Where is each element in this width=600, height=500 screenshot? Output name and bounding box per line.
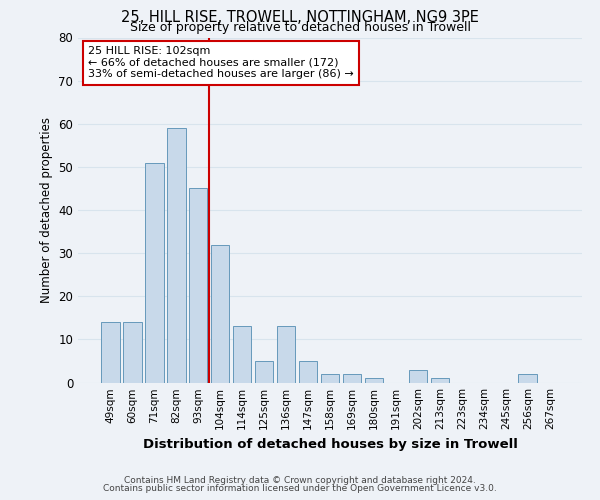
- Bar: [277, 326, 295, 382]
- Bar: [123, 322, 142, 382]
- Bar: [167, 128, 185, 382]
- Bar: [211, 244, 229, 382]
- Bar: [189, 188, 208, 382]
- Bar: [409, 370, 427, 382]
- Bar: [299, 361, 317, 382]
- Bar: [101, 322, 119, 382]
- Text: Contains HM Land Registry data © Crown copyright and database right 2024.: Contains HM Land Registry data © Crown c…: [124, 476, 476, 485]
- Bar: [320, 374, 340, 382]
- Bar: [343, 374, 361, 382]
- Text: Contains public sector information licensed under the Open Government Licence v3: Contains public sector information licen…: [103, 484, 497, 493]
- Text: Size of property relative to detached houses in Trowell: Size of property relative to detached ho…: [130, 21, 470, 34]
- Text: 25 HILL RISE: 102sqm
← 66% of detached houses are smaller (172)
33% of semi-deta: 25 HILL RISE: 102sqm ← 66% of detached h…: [88, 46, 354, 80]
- Text: 25, HILL RISE, TROWELL, NOTTINGHAM, NG9 3PE: 25, HILL RISE, TROWELL, NOTTINGHAM, NG9 …: [121, 10, 479, 25]
- Y-axis label: Number of detached properties: Number of detached properties: [40, 117, 53, 303]
- Bar: [431, 378, 449, 382]
- Bar: [233, 326, 251, 382]
- Bar: [145, 162, 164, 382]
- Bar: [255, 361, 274, 382]
- Bar: [365, 378, 383, 382]
- X-axis label: Distribution of detached houses by size in Trowell: Distribution of detached houses by size …: [143, 438, 517, 451]
- Bar: [518, 374, 537, 382]
